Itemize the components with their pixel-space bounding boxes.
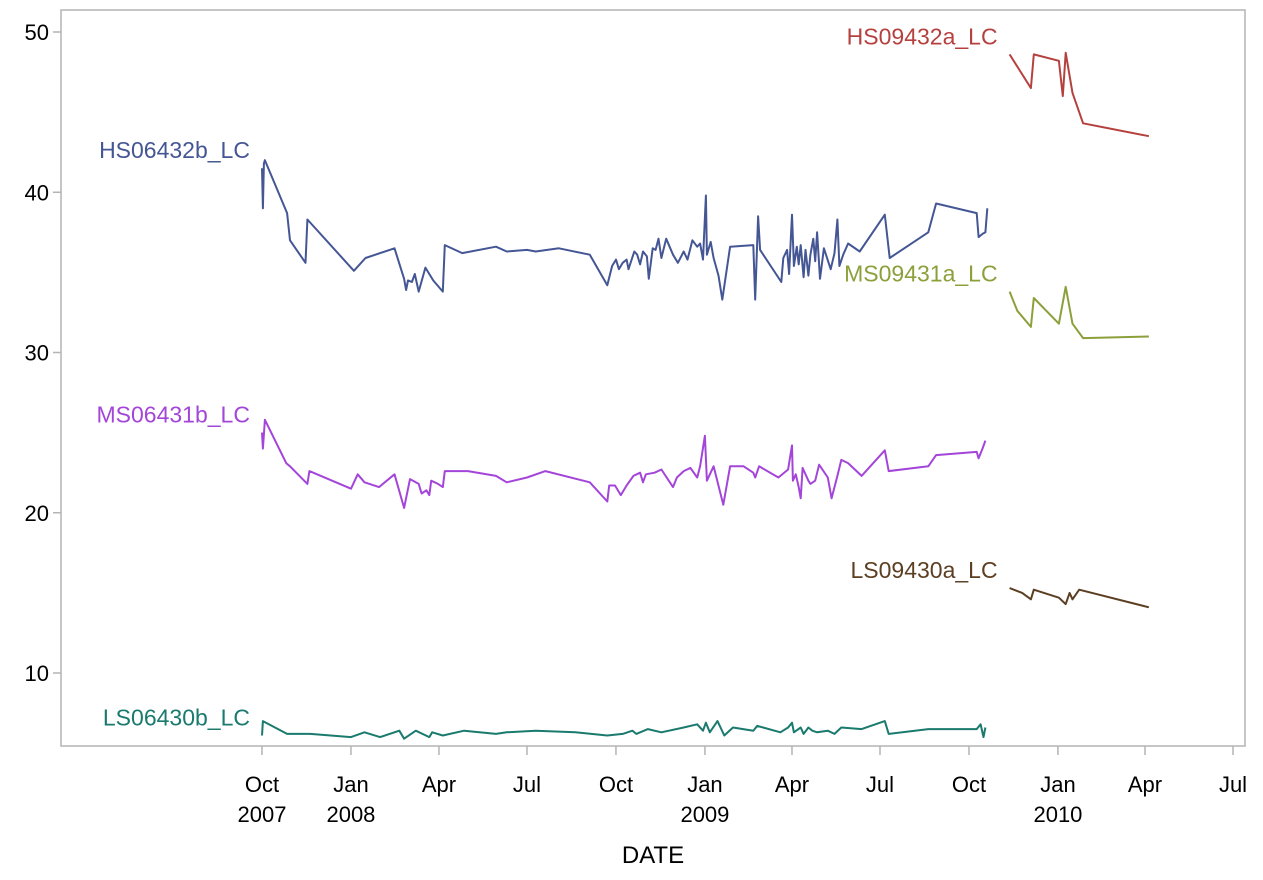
x-tick-label: Jul [1219, 772, 1247, 797]
series-line [261, 720, 987, 740]
x-tick-label: Apr [422, 772, 456, 797]
y-tick-label: 10 [25, 661, 49, 686]
series-line [1008, 285, 1149, 340]
x-tick-label: Oct [952, 772, 986, 797]
series-label: HS09432a_LC [847, 23, 998, 49]
series-line [261, 418, 987, 509]
x-axis-title: DATE [622, 842, 684, 869]
x-tick-label: Oct [599, 772, 633, 797]
x-tick-year-label: 2010 [1033, 802, 1082, 827]
x-tick-year-label: 2008 [326, 802, 375, 827]
series-label-layer: HS09432a_LC HS06432b_LC MS09431a_LC MS06431… [97, 23, 998, 730]
series-label: LS09430a_LC [851, 557, 998, 583]
x-tick-label: Jul [513, 772, 541, 797]
series-label: LS06430b_LC [103, 704, 250, 730]
y-tick-label: 20 [25, 501, 49, 526]
x-tick-label: Apr [1128, 772, 1162, 797]
x-tick-year-label: 2009 [680, 802, 729, 827]
series-label: HS06432b_LC [99, 137, 250, 163]
series-label: MS09431a_LC [844, 261, 997, 287]
series-label: MS06431b_LC [97, 402, 250, 428]
x-tick-year-label: 2007 [238, 802, 287, 827]
x-tick-label: Apr [775, 772, 809, 797]
x-tick-label: Oct [245, 772, 279, 797]
series-line [261, 159, 989, 301]
x-tick-label: Jan [1040, 772, 1075, 797]
y-tick-label: 50 [25, 20, 49, 45]
series-layer [261, 51, 1150, 740]
x-tick-label: Jul [866, 772, 894, 797]
series-line [1008, 51, 1150, 138]
x-axis: Oct 2007 Jan 2008 Apr Jul Oct Jan 2009 Apr Jul Oct J… [238, 746, 1247, 827]
y-axis: 10 20 30 40 50 [25, 20, 61, 686]
x-tick-label: Jan [333, 772, 368, 797]
y-tick-label: 30 [25, 341, 49, 366]
series-line [1009, 587, 1150, 609]
y-tick-label: 40 [25, 180, 49, 205]
x-tick-label: Jan [687, 772, 722, 797]
plot-frame [60, 9, 1246, 747]
